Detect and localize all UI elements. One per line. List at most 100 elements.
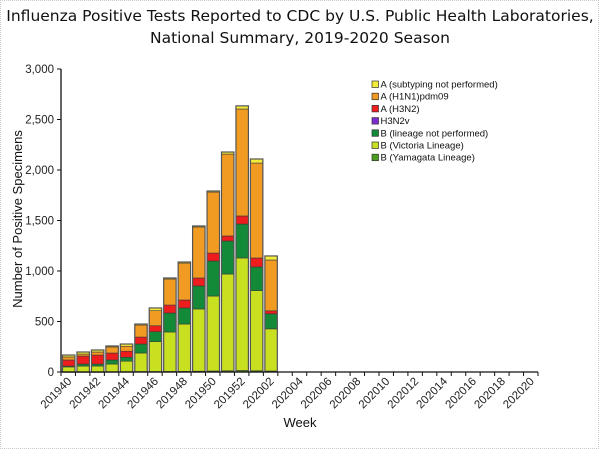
chart-title-line-1: Influenza Positive Tests Reported to CDC… xyxy=(6,7,594,25)
bar-segment-b-victoria-lineage xyxy=(134,352,148,372)
y-tick-label: 2,000 xyxy=(25,165,54,177)
x-tick-label: 202012 xyxy=(386,376,422,412)
bar-segment-b-lineage-not-performed xyxy=(148,331,162,342)
bar-201947 xyxy=(163,277,177,373)
legend-item: A (H3N2) xyxy=(371,104,420,115)
chart-title-line-2: National Summary, 2019-2020 Season xyxy=(150,29,450,47)
bar-segment-b-victoria-lineage xyxy=(235,257,249,371)
bar-segment-b-victoria-lineage xyxy=(76,365,90,373)
bar-segment-a-h3n2 xyxy=(148,325,162,333)
legend-swatch xyxy=(371,105,379,113)
bar-segment-a-h1n1-pdm09 xyxy=(177,262,191,301)
bar-201946 xyxy=(148,307,163,373)
legend-item: B (lineage not performed) xyxy=(371,128,489,139)
bar-segment-a-subtyping-not-performed xyxy=(264,255,278,261)
bar-201948 xyxy=(177,261,192,373)
legend-item: A (H1N1)pdm09 xyxy=(371,92,449,103)
bar-segment-a-h1n1-pdm09 xyxy=(91,351,105,356)
bar-segment-b-victoria-lineage xyxy=(192,308,206,372)
bar-segment-a-subtyping-not-performed xyxy=(250,158,264,164)
bar-segment-b-lineage-not-performed xyxy=(76,363,90,367)
y-tick-label: 1,500 xyxy=(25,216,54,228)
bar-segment-a-h3n2 xyxy=(120,350,134,358)
legend-item: B (Victoria Lineage) xyxy=(371,141,464,152)
y-tick-label: 3,000 xyxy=(25,64,54,76)
bar-segment-b-lineage-not-performed xyxy=(91,363,105,367)
bar-segment-b-lineage-not-performed xyxy=(192,285,206,310)
bar-201944 xyxy=(119,343,134,373)
x-tick-label: 202008 xyxy=(328,376,364,412)
bar-segment-a-h3n2 xyxy=(206,252,220,262)
y-axis-title: Number of Positive Specimens xyxy=(10,130,25,308)
legend: A (subtyping not performed)A (H1N1)pdm09… xyxy=(371,80,498,164)
legend-swatch xyxy=(371,80,379,88)
bar-segment-a-h1n1-pdm09 xyxy=(134,324,148,338)
bar-segment-b-victoria-lineage xyxy=(163,331,177,372)
bar-segment-a-h3n2 xyxy=(221,235,235,242)
bar-201943 xyxy=(105,345,119,373)
bar-segment-a-h3n2 xyxy=(105,352,119,361)
bar-segment-b-lineage-not-performed xyxy=(250,266,264,291)
legend-label: H3N2v xyxy=(381,116,410,127)
y-tick-label: 1,000 xyxy=(25,266,54,278)
x-tick-label: 201942 xyxy=(68,376,104,412)
bar-segment-a-h1n1-pdm09 xyxy=(148,310,162,327)
bar-segment-b-victoria-lineage xyxy=(264,328,278,372)
y-ticks-group: 0 500 1,000 1,500 2,000 2,500 3,000 xyxy=(25,64,61,379)
bar-segment-b-lineage-not-performed xyxy=(235,223,249,259)
bar-segment-b-victoria-lineage xyxy=(91,365,105,373)
bar-segment-b-lineage-not-performed xyxy=(120,356,134,362)
x-tick-label: 202002 xyxy=(241,376,277,412)
bar-segment-a-h3n2 xyxy=(163,304,177,314)
bar-202002 xyxy=(264,255,278,373)
legend-label: B (Yamagata Lineage) xyxy=(381,153,475,164)
bar-201941 xyxy=(76,351,91,373)
legend-label: A (H3N2) xyxy=(381,104,420,115)
bar-segment-a-h1n1-pdm09 xyxy=(105,346,119,354)
bar-segment-a-h1n1-pdm09 xyxy=(62,356,76,361)
x-axis-title: Week xyxy=(284,415,317,430)
bars-group xyxy=(61,105,278,373)
legend-item: H3N2v xyxy=(371,116,410,127)
legend-swatch xyxy=(371,117,379,125)
axes-group xyxy=(60,69,538,373)
bar-201950 xyxy=(206,190,221,373)
bar-segment-a-h1n1-pdm09 xyxy=(206,191,220,254)
bar-201945 xyxy=(134,323,148,373)
bar-segment-a-h1n1-pdm09 xyxy=(76,353,90,357)
x-tick-label: 201952 xyxy=(212,376,248,412)
chart-title: Influenza Positive Tests Reported to CDC… xyxy=(0,5,600,49)
bar-segment-b-victoria-lineage xyxy=(177,323,191,372)
bar-segment-a-h3n2 xyxy=(76,355,90,365)
legend-label: A (subtyping not performed) xyxy=(381,80,498,91)
x-tick-label: 201948 xyxy=(154,376,190,412)
legend-label: B (Victoria Lineage) xyxy=(381,141,464,152)
bar-segment-b-victoria-lineage xyxy=(221,273,235,372)
x-tick-label: 201946 xyxy=(125,376,161,412)
x-tick-label: 202006 xyxy=(299,376,335,412)
bar-201942 xyxy=(90,349,105,373)
bar-segment-a-h1n1-pdm09 xyxy=(192,226,206,279)
legend-label: A (H1N1)pdm09 xyxy=(381,92,449,103)
legend-swatch xyxy=(371,92,379,101)
y-tick-label: 2,500 xyxy=(25,115,54,127)
bar-segment-b-lineage-not-performed xyxy=(134,343,148,354)
bar-segment-a-h3n2 xyxy=(91,354,105,365)
bar-segment-a-h3n2 xyxy=(235,215,249,225)
x-tick-label: 202020 xyxy=(501,376,537,412)
x-tick-label: 201950 xyxy=(183,376,219,412)
bar-segment-a-h1n1-pdm09 xyxy=(250,162,264,259)
bar-segment-a-h3n2 xyxy=(250,257,264,268)
x-tick-label: 202010 xyxy=(357,376,393,412)
bar-segment-a-h3n2 xyxy=(134,336,148,345)
bar-segment-b-lineage-not-performed xyxy=(221,240,235,275)
legend-label: B (lineage not performed) xyxy=(381,128,489,139)
legend-swatch xyxy=(371,129,379,137)
y-tick-label: 0 xyxy=(48,367,54,379)
bar-segment-b-lineage-not-performed xyxy=(264,313,278,330)
bar-segment-a-h1n1-pdm09 xyxy=(264,259,278,312)
bar-segment-b-victoria-lineage xyxy=(62,366,76,373)
legend-swatch xyxy=(371,153,379,162)
bar-segment-b-lineage-not-performed xyxy=(177,307,191,325)
